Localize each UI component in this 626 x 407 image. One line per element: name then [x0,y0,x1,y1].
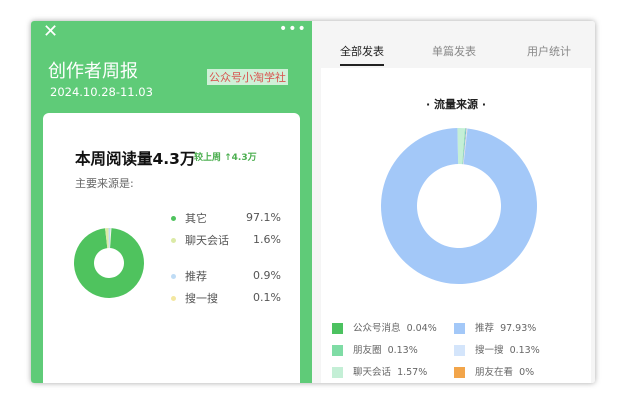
stats-panel: 全部发表 单篇发表 用户统计 · 流量来源 · 公众号消息 0.04% 推荐 97… [312,21,595,383]
legend-dot [171,216,176,221]
slice-1 [105,228,109,249]
slice-7 [381,128,537,284]
tab-all-posts[interactable]: 全部发表 [340,45,384,58]
legend-swatch [332,345,343,356]
watermark: 公众号小淘学社 [207,69,288,85]
legend-value: 0.1% [253,291,281,304]
summary-card: 本周阅读量4.3万 较上周 ↑4.3万 主要来源是: 其它 97.1% 聊天会话 1.… [43,113,300,383]
legend-swatch [454,345,465,356]
slice-1 [462,128,466,165]
legend-label: 推荐 [185,270,207,283]
week-compare: 较上周 ↑4.3万 [194,153,257,163]
page-title: 创作者周报 [48,61,138,82]
more-icon[interactable]: ••• [279,21,307,37]
tab-user-stats[interactable]: 用户统计 [527,45,571,58]
legend-swatch [454,323,465,334]
legend-value: 1.6% [253,233,281,246]
slice-0 [73,228,144,298]
legend-value: 97.93% [500,323,537,334]
legend-label: 搜一搜 [475,345,504,356]
date-range: 2024.10.28-11.03 [50,85,153,99]
slice-2 [462,128,466,165]
active-tab-indicator [340,64,384,66]
traffic-source-card: · 流量来源 · 公众号消息 0.04% 推荐 97.93% 朋友圈 0.13% 搜一… [321,68,591,383]
legend-swatch [332,323,343,334]
slice-3 [462,128,467,165]
legend-item: 搜一搜 0.13% [454,342,540,356]
legend-label: 聊天会话 [353,367,392,378]
legend-swatch [332,367,343,378]
slice-4 [463,128,467,165]
weekly-report-panel: ✕ ••• 创作者周报 2024.10.28-11.03 公众号小淘学社 本周阅… [31,21,312,383]
slice-0 [457,128,466,165]
chart-title: · 流量来源 · [425,98,487,111]
legend-item: 朋友圈 0.13% [332,342,418,356]
legend-label: 其它 [185,212,207,225]
legend-item: 公众号消息 0.04% [332,320,437,334]
legend-label: 搜一搜 [185,292,218,305]
legend-value: 0.9% [253,269,281,282]
legend-dot [171,274,176,279]
legend-item: 聊天会话 1.57% [332,364,427,378]
legend-value: 97.1% [246,211,281,224]
legend-label: 朋友在看 [475,367,514,378]
report-window: ✕ ••• 创作者周报 2024.10.28-11.03 公众号小淘学社 本周阅… [31,21,595,383]
legend-label: 朋友圈 [353,345,382,356]
source-donut-chart [73,228,144,298]
traffic-donut-chart [381,128,537,284]
tab-single-post[interactable]: 单篇发表 [432,45,476,58]
legend-item: 朋友在看 0% [454,364,534,378]
legend-dot [171,296,176,301]
legend-swatch [454,367,465,378]
close-icon[interactable]: ✕ [43,21,59,42]
legend-label: 公众号消息 [353,323,401,334]
weekly-reads: 本周阅读量4.3万 [75,150,196,168]
legend-value: 1.57% [397,367,428,378]
legend-dot [171,238,176,243]
slice-3 [109,228,111,249]
legend-label: 聊天会话 [185,234,229,247]
slice-5 [463,128,468,165]
legend-value: 0.13% [387,345,418,356]
legend-label: 推荐 [475,323,495,334]
legend-value: 0.13% [509,345,540,356]
slice-2 [108,228,111,249]
sources-label: 主要来源是: [75,177,134,190]
legend-value: 0% [519,367,535,378]
legend-value: 0.04% [406,323,437,334]
legend-item: 推荐 97.93% [454,320,536,334]
